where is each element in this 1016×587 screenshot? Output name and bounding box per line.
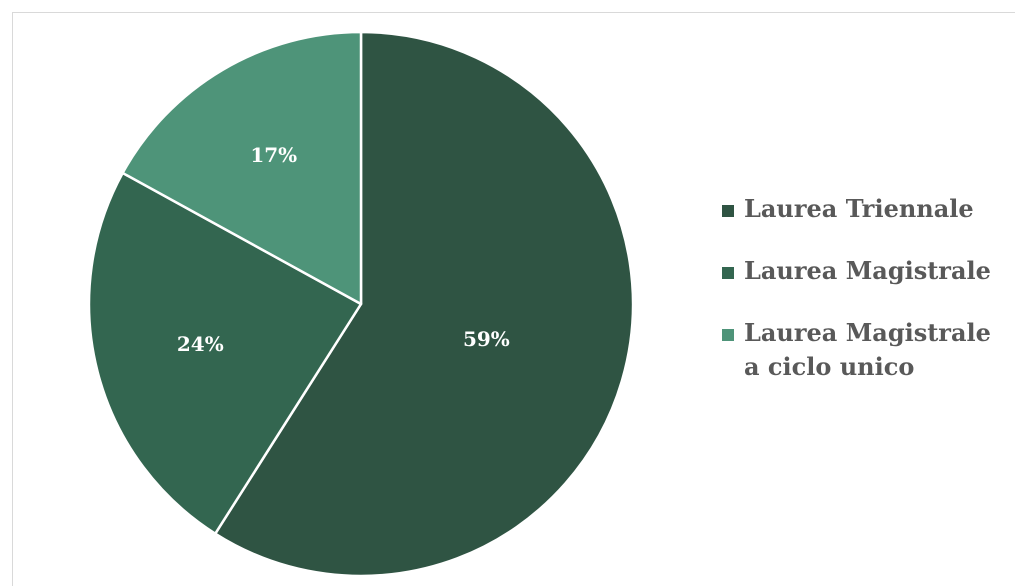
data-label-laurea-magistrale-ciclo-unico: 17%: [250, 143, 297, 167]
data-label-laurea-triennale: 59%: [463, 327, 510, 351]
slice-laurea-magistrale: [87, 171, 363, 535]
legend-item-laurea-magistrale: Laurea Magistrale: [722, 254, 1014, 288]
legend-label: Laurea Triennale: [744, 194, 974, 223]
legend-item-laurea-magistrale-ciclo-unico: Laurea Magistrale a ciclo unico: [722, 316, 1014, 384]
legend-swatch: [722, 205, 734, 217]
chart-frame: [12, 12, 1015, 586]
legend-swatch: [722, 329, 734, 341]
legend-label: Laurea Magistrale a ciclo unico: [744, 318, 991, 381]
slice-laurea-triennale: [214, 30, 635, 578]
legend-swatch: [722, 267, 734, 279]
slice-laurea-magistrale-ciclo-unico: [121, 30, 363, 306]
data-label-laurea-magistrale: 24%: [177, 332, 224, 356]
legend-item-laurea-triennale: Laurea Triennale: [722, 192, 1014, 226]
legend: Laurea Triennale Laurea Magistrale Laure…: [722, 192, 1014, 412]
legend-label: Laurea Magistrale: [744, 256, 991, 285]
